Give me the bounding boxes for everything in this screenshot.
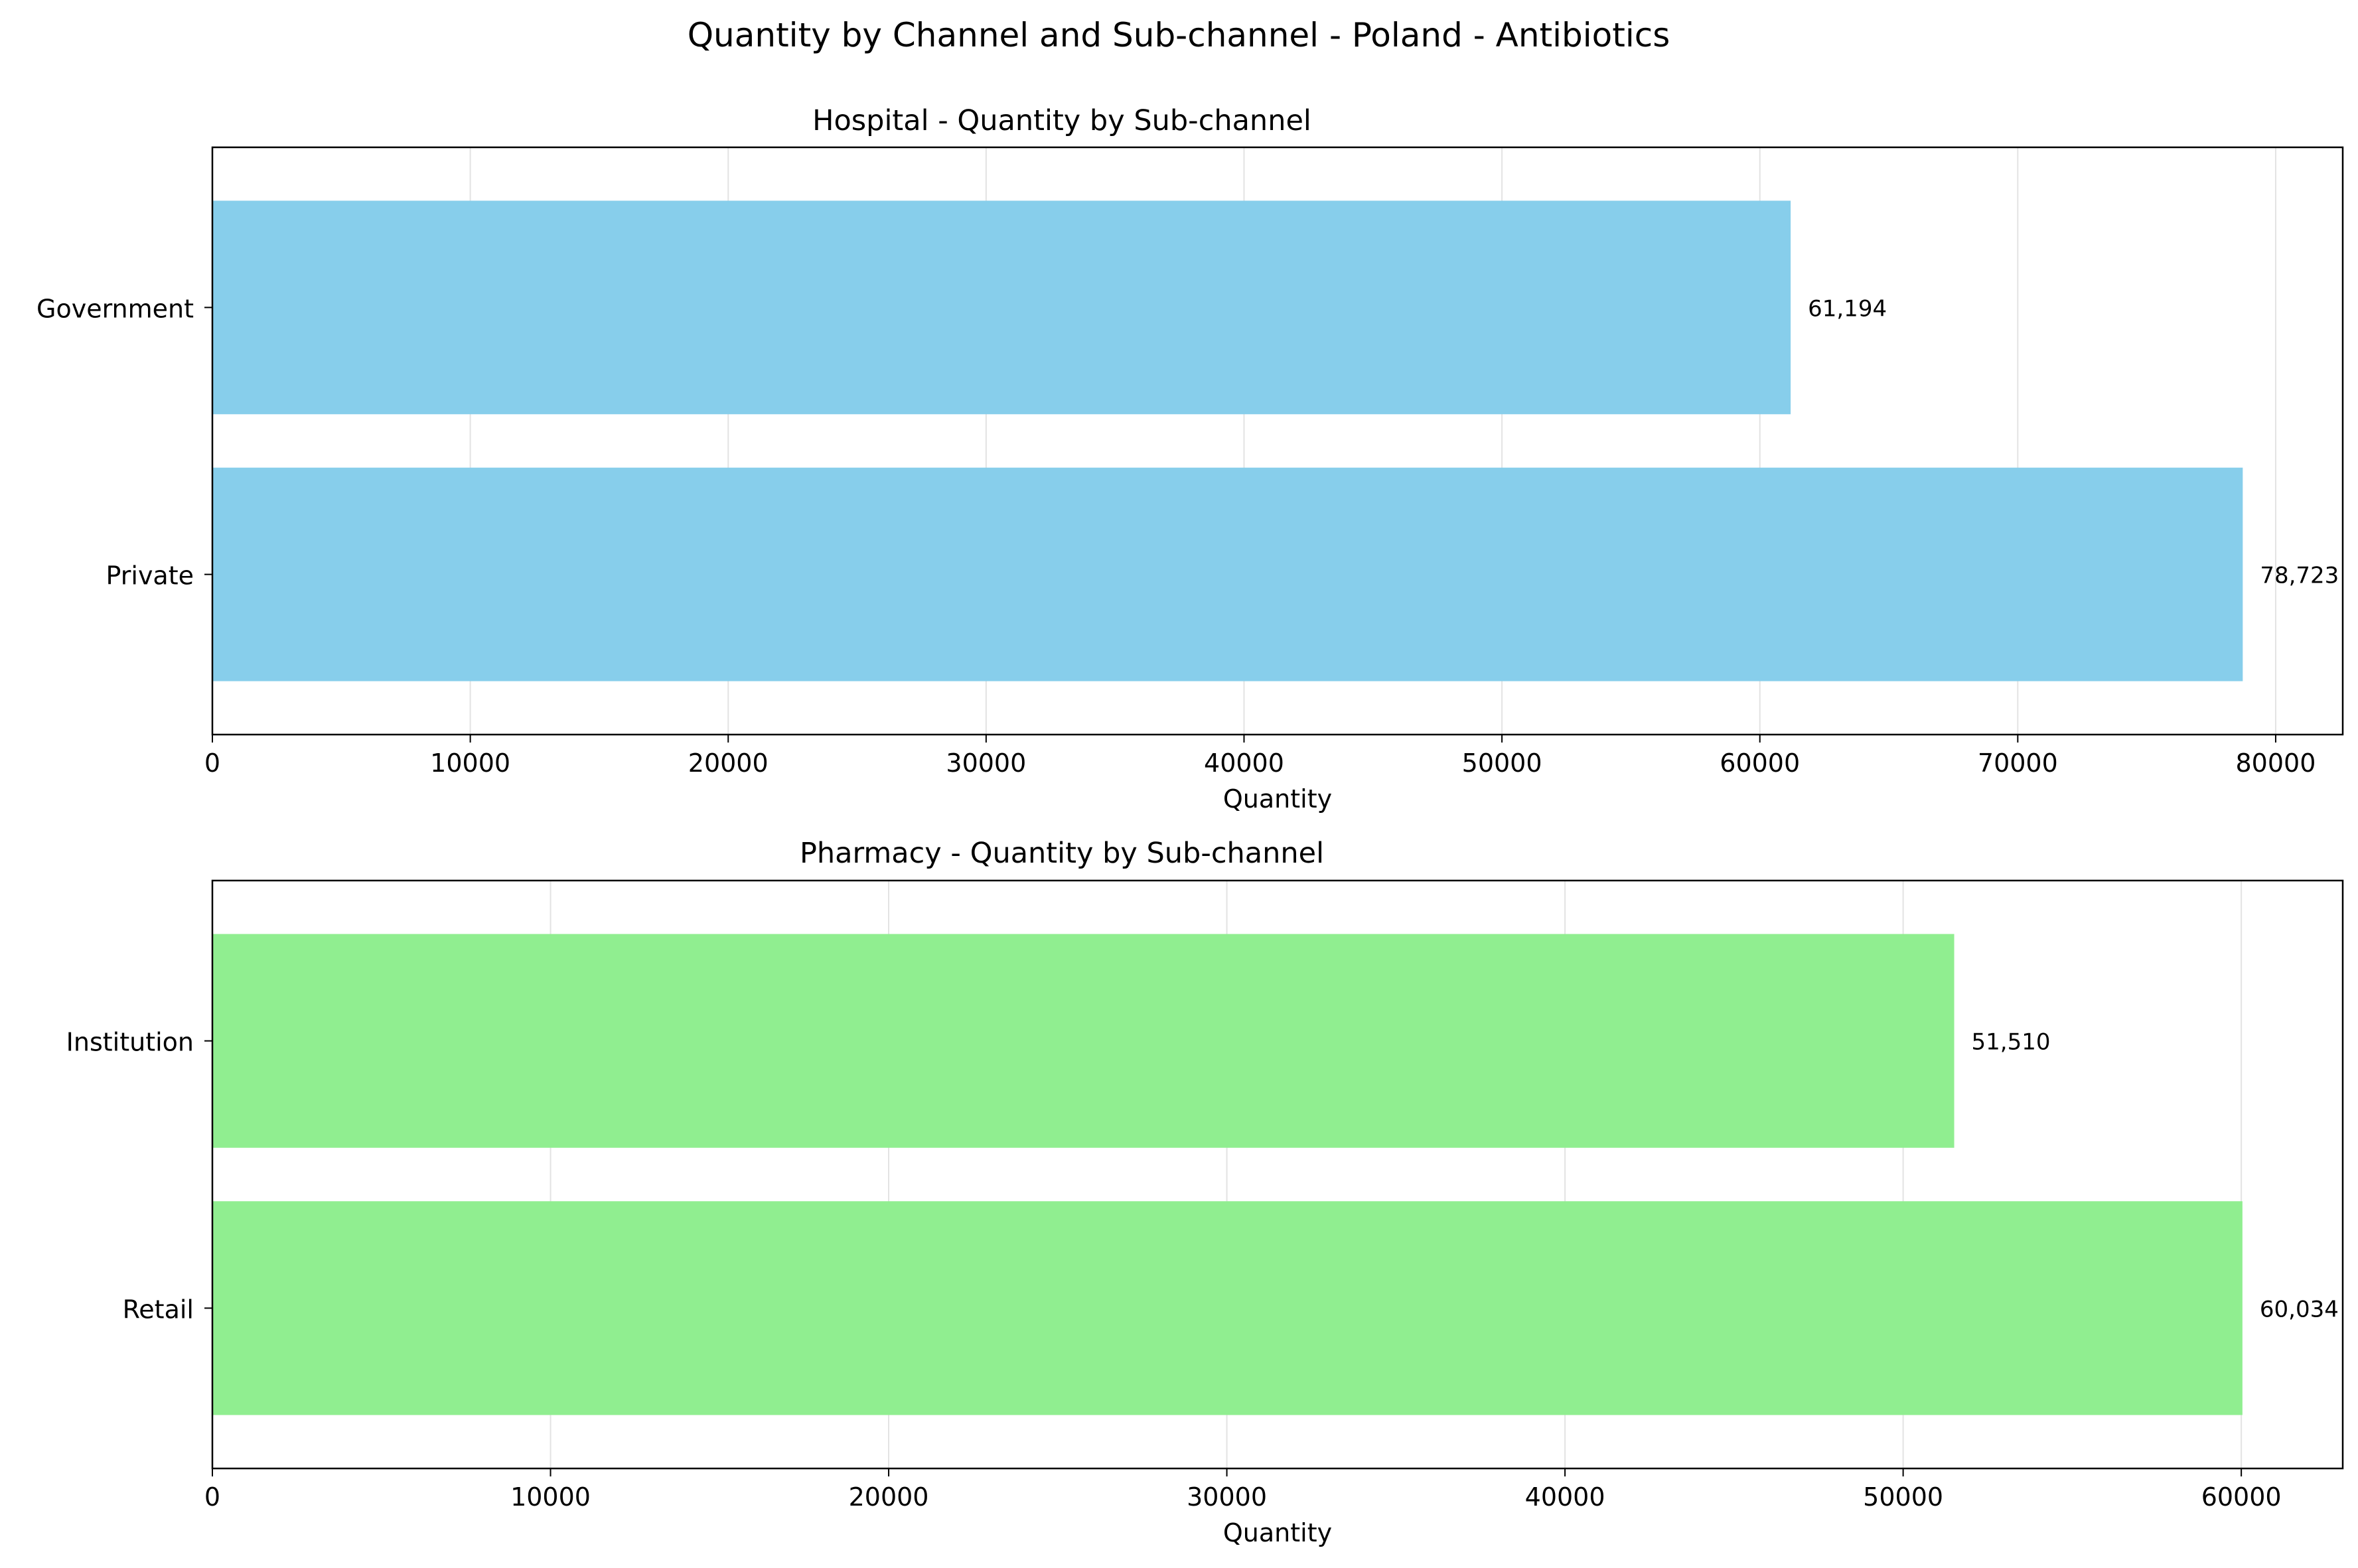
pharmacy-xtick-label: 60000 xyxy=(2201,1482,2282,1512)
pharmacy-bar-retail xyxy=(212,1201,2243,1415)
pharmacy-xtick-label: 40000 xyxy=(1525,1482,1605,1512)
hospital-value-label-government: 61,194 xyxy=(1808,295,1887,322)
hospital-subplot: Hospital - Quantity by Sub-channel 61,19… xyxy=(37,104,2344,814)
pharmacy-value-label-retail: 60,034 xyxy=(2260,1296,2339,1322)
pharmacy-value-label-institution: 51,510 xyxy=(1972,1029,2051,1056)
pharmacy-xtick-label: 10000 xyxy=(510,1482,591,1512)
hospital-axes-frame xyxy=(211,146,2344,736)
pharmacy-ytick-label-retail: Retail xyxy=(123,1295,194,1324)
hospital-ytick-label-government: Government xyxy=(37,294,194,323)
hospital-bar-private xyxy=(212,467,2243,681)
figure-suptitle: Quantity by Channel and Sub-channel - Po… xyxy=(688,16,1670,54)
pharmacy-xtick-label: 20000 xyxy=(849,1482,929,1512)
hospital-bar-government xyxy=(212,200,1791,415)
hospital-xtick-label: 40000 xyxy=(1204,748,1284,778)
hospital-xtick-label: 20000 xyxy=(688,748,769,778)
hospital-ytick-label-private: Private xyxy=(106,561,194,591)
hospital-xtick-label: 80000 xyxy=(2236,748,2316,778)
pharmacy-axes-frame xyxy=(211,879,2344,1470)
hospital-xaxis-label: Quantity xyxy=(1223,784,1332,814)
pharmacy-ytick-label-institution: Institution xyxy=(66,1028,194,1057)
pharmacy-xtick-label: 0 xyxy=(204,1482,220,1512)
hospital-xtick-label: 0 xyxy=(204,748,220,778)
pharmacy-bar-institution xyxy=(212,934,1954,1148)
pharmacy-subplot-title: Pharmacy - Quantity by Sub-channel xyxy=(800,837,1324,870)
pharmacy-xtick-label: 30000 xyxy=(1187,1482,1267,1512)
hospital-xtick-label: 60000 xyxy=(1720,748,1800,778)
hospital-xtick-label: 10000 xyxy=(430,748,510,778)
hospital-xtick-label: 30000 xyxy=(946,748,1026,778)
pharmacy-xaxis-label: Quantity xyxy=(1223,1518,1332,1547)
pharmacy-xtick-label: 50000 xyxy=(1863,1482,1943,1512)
hospital-xtick-label: 50000 xyxy=(1462,748,1542,778)
hospital-value-label-private: 78,723 xyxy=(2260,563,2339,589)
hospital-subplot-title: Hospital - Quantity by Sub-channel xyxy=(812,104,1311,137)
pharmacy-subplot: Pharmacy - Quantity by Sub-channel 51,51… xyxy=(66,837,2344,1547)
hospital-xtick-label: 70000 xyxy=(1978,748,2058,778)
